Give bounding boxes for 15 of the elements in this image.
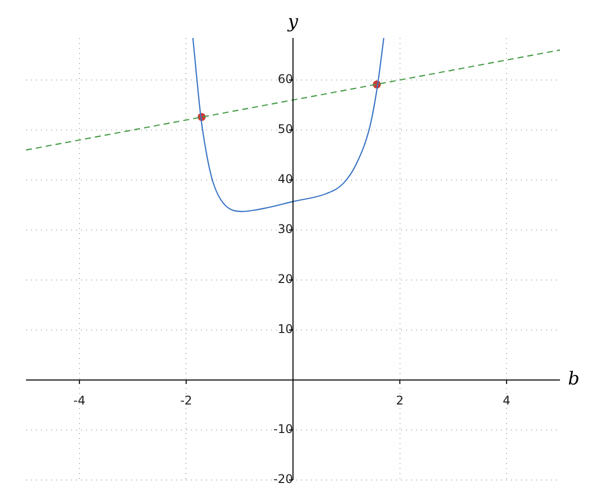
y-tick-label: -10 <box>273 422 293 436</box>
x-tick-label: -4 <box>73 393 86 408</box>
y-tick-label: 30 <box>278 222 293 236</box>
x-tick-label: 2 <box>396 393 404 408</box>
y-axis-title: y <box>286 12 299 33</box>
y-tick-label: -20 <box>273 472 293 486</box>
y-tick-label: 40 <box>278 172 293 186</box>
y-tick-label: 20 <box>278 272 293 286</box>
y-tick-label: 60 <box>278 72 293 86</box>
y-tick-label: 10 <box>278 322 293 336</box>
x-tick-label: -2 <box>180 393 192 408</box>
y-tick-label: 50 <box>278 122 293 136</box>
x-tick-label: 4 <box>502 393 510 408</box>
line-series <box>192 38 384 212</box>
x-axis-title: b <box>568 368 580 390</box>
